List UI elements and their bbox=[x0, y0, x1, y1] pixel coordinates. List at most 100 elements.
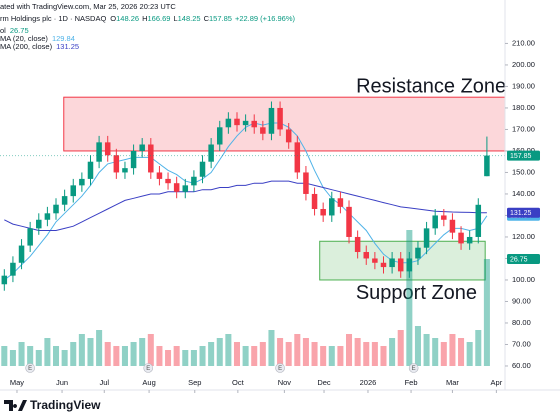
candle-body bbox=[70, 185, 77, 197]
volume-bar bbox=[423, 334, 430, 366]
candle-body bbox=[372, 258, 378, 263]
volume-bar bbox=[44, 338, 51, 366]
candle-body bbox=[96, 142, 102, 162]
x-tick-label: Dec bbox=[317, 378, 331, 387]
volume-bar bbox=[440, 342, 447, 366]
volume-bar bbox=[458, 338, 465, 366]
earnings-marker bbox=[25, 363, 35, 373]
x-tick-label: Feb bbox=[405, 378, 418, 387]
candle-body bbox=[329, 198, 335, 216]
volume-legend: ol 26.75 bbox=[0, 26, 29, 35]
candle-body bbox=[320, 209, 326, 216]
ma200-value: 131.25 bbox=[56, 42, 79, 51]
ohlc-value: 148.25 bbox=[178, 14, 201, 23]
candle-body bbox=[415, 247, 421, 259]
volume-bar bbox=[346, 334, 353, 366]
volume-bar bbox=[165, 350, 172, 366]
candle-body bbox=[139, 144, 145, 151]
x-tick-label: May bbox=[10, 378, 24, 387]
ma20-legend: MA (20, close) 129.84 bbox=[0, 34, 75, 43]
volume-bar bbox=[294, 334, 301, 366]
volume-bar bbox=[389, 338, 396, 366]
ohlc-value: 166.69 bbox=[148, 14, 171, 23]
volume-bar bbox=[52, 346, 60, 366]
ohlc-value: 148.26 bbox=[116, 14, 139, 23]
logo-icon bbox=[4, 400, 27, 411]
candle-body bbox=[346, 206, 352, 237]
volume-bar bbox=[225, 334, 232, 366]
ma-line bbox=[4, 180, 487, 231]
candle-body bbox=[53, 204, 59, 214]
ma200-tag: 131.25 bbox=[510, 210, 532, 217]
candle-body bbox=[251, 120, 257, 128]
volume-bar bbox=[190, 350, 197, 366]
ma20-name: MA (20, close) bbox=[0, 34, 48, 43]
candle-body bbox=[130, 150, 137, 169]
zone bbox=[63, 96, 511, 152]
volume-bar bbox=[414, 326, 421, 366]
candle-body bbox=[294, 142, 301, 173]
volume-bar bbox=[466, 342, 473, 366]
candle-body bbox=[87, 161, 94, 179]
y-tick-label: 190.00 bbox=[512, 81, 535, 90]
candle-body bbox=[36, 219, 42, 229]
x-tick-label: Nov bbox=[278, 378, 292, 387]
volume-bar bbox=[432, 338, 439, 366]
earnings-marker bbox=[275, 363, 285, 373]
ma200-tag-bg bbox=[507, 207, 540, 218]
volume-name: ol bbox=[0, 26, 6, 35]
candle-body bbox=[449, 219, 456, 233]
candle-body bbox=[225, 118, 232, 128]
price-axis-bg bbox=[505, 0, 560, 372]
volume-bar bbox=[61, 350, 68, 366]
candle-body bbox=[268, 107, 275, 134]
y-tick-label: 60.00 bbox=[512, 361, 531, 370]
volume-bar bbox=[337, 346, 344, 366]
candle-body bbox=[156, 172, 163, 179]
volume-bar bbox=[78, 334, 85, 366]
ohlc-value: 157.85 bbox=[209, 14, 232, 23]
candle-body bbox=[363, 252, 370, 259]
zone bbox=[319, 240, 486, 281]
volume-bar bbox=[320, 346, 327, 366]
x-tick-label: Oct bbox=[232, 378, 245, 387]
y-tick-label: 140.00 bbox=[512, 189, 535, 198]
earnings-marker bbox=[143, 363, 154, 373]
symbol-line: rm Holdings plc · 1D · NASDAQ O148.26 H166… bbox=[0, 14, 295, 23]
x-tick-label: Apr bbox=[491, 378, 503, 387]
x-tick-label: 2026 bbox=[360, 378, 377, 387]
candle-body bbox=[466, 236, 473, 244]
candle-body bbox=[441, 215, 447, 220]
change: +22.89 (+16.96%) bbox=[235, 14, 296, 23]
volume-bar bbox=[449, 334, 456, 366]
earnings-label: E bbox=[146, 366, 150, 372]
volume-bar bbox=[328, 346, 335, 366]
candle-body bbox=[285, 129, 292, 143]
volume-tag: 26.75 bbox=[510, 256, 528, 263]
candle-body bbox=[10, 262, 16, 276]
volume-bar bbox=[475, 330, 482, 366]
candle-body bbox=[199, 161, 206, 177]
zone-label: Resistance Zone bbox=[356, 75, 506, 97]
volume-tag-bg bbox=[507, 254, 540, 264]
candle-body bbox=[397, 258, 404, 272]
volume-bar bbox=[199, 346, 206, 366]
volume-bar bbox=[277, 338, 284, 366]
y-tick-label: 80.00 bbox=[512, 318, 531, 327]
volume-bar bbox=[156, 346, 163, 366]
volume-bar bbox=[147, 334, 154, 366]
symbol: rm Holdings plc · 1D · NASDAQ bbox=[0, 14, 106, 23]
volume-bar bbox=[242, 346, 249, 366]
volume-bar bbox=[139, 338, 146, 366]
candle-body bbox=[165, 178, 171, 184]
volume-bar bbox=[216, 338, 223, 366]
candle-body bbox=[303, 172, 309, 194]
ohlc-prefix: H bbox=[142, 14, 147, 23]
candle-body bbox=[182, 185, 189, 192]
volume-bar bbox=[87, 338, 94, 366]
ma200-name: MA (200, close) bbox=[0, 42, 53, 51]
candle-body bbox=[389, 258, 395, 268]
volume-bar bbox=[371, 342, 378, 366]
